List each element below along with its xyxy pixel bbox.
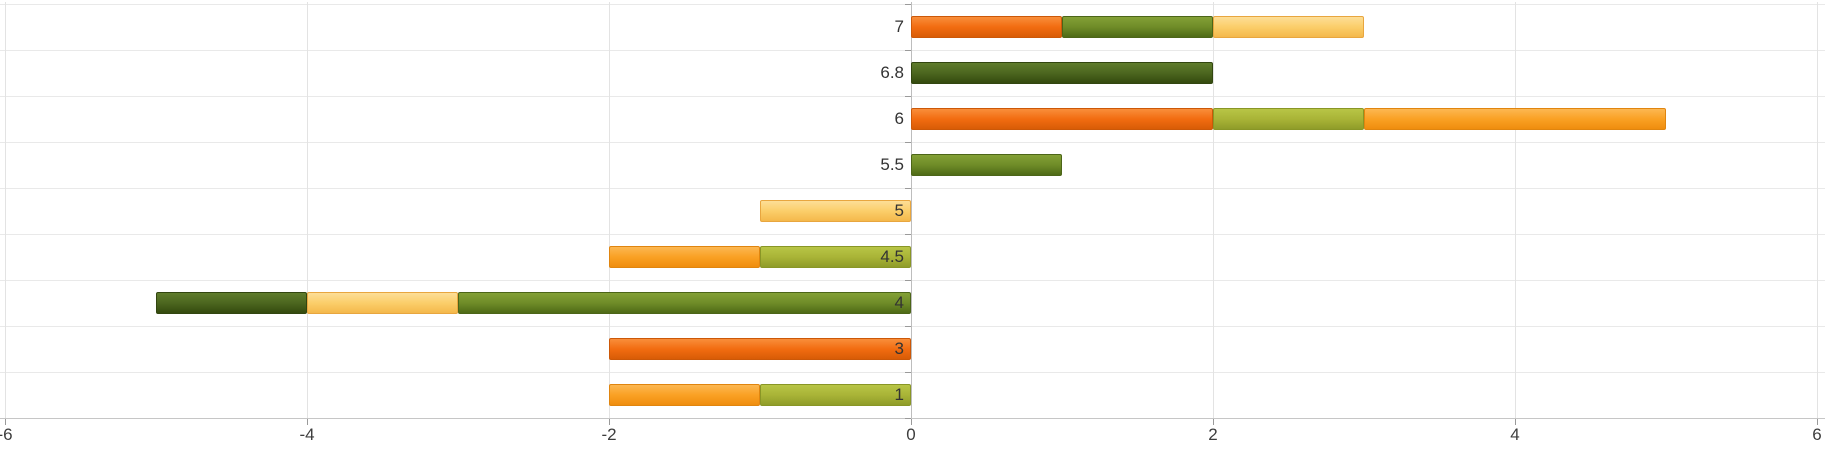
x-tick-label: 4 <box>1510 425 1520 444</box>
y-axis-tick-mark <box>905 280 911 281</box>
gridline-horizontal <box>0 96 1825 97</box>
x-axis-tick-mark <box>1515 418 1516 425</box>
bar-segment-6-yellow-green[interactable] <box>1213 108 1364 130</box>
y-axis-tick-mark <box>905 4 911 5</box>
gridline-horizontal <box>0 188 1825 189</box>
gridline-vertical <box>609 2 610 418</box>
bar-segment-6.8-dark-green[interactable] <box>911 62 1213 84</box>
y-axis-tick-mark <box>905 372 911 373</box>
gridline-vertical <box>1515 2 1516 418</box>
bar-segment-5.5-olive-green[interactable] <box>911 154 1062 176</box>
bar-segment-7-orange-red[interactable] <box>911 16 1062 38</box>
bottom-divider-line <box>0 447 1825 450</box>
category-label: 6 <box>894 109 904 128</box>
x-tick-label: -2 <box>601 425 617 444</box>
bar-segment-4-light-yellow[interactable] <box>307 292 458 314</box>
y-axis-tick-mark <box>905 188 911 189</box>
x-axis-baseline <box>0 418 1825 419</box>
x-tick-label: 2 <box>1208 425 1218 444</box>
x-tick-label: 6 <box>1812 425 1822 444</box>
category-label: 5.5 <box>880 155 904 174</box>
gridline-horizontal <box>0 142 1825 143</box>
gridline-vertical <box>307 2 308 418</box>
x-tick-label: 0 <box>906 425 916 444</box>
y-axis-tick-mark <box>905 96 911 97</box>
x-axis-tick-mark <box>609 418 610 425</box>
bar-segment-4-olive-green[interactable] <box>458 292 911 314</box>
category-label: 7 <box>894 17 904 36</box>
gridline-horizontal <box>0 50 1825 51</box>
x-tick-label: -4 <box>299 425 315 444</box>
bar-segment-6-orange-red[interactable] <box>911 108 1213 130</box>
gridline-vertical <box>1817 2 1818 418</box>
category-label: 5 <box>894 201 904 220</box>
y-axis-tick-mark <box>905 234 911 235</box>
bar-segment-4.5-yellow-green[interactable] <box>760 246 911 268</box>
bar-segment-1-yellow-green[interactable] <box>760 384 911 406</box>
bar-segment-6-light-orange[interactable] <box>1364 108 1666 130</box>
category-label: 4.5 <box>880 247 904 266</box>
y-axis-tick-mark <box>905 142 911 143</box>
bar-segment-5-light-yellow[interactable] <box>760 200 911 222</box>
bar-segment-7-light-yellow[interactable] <box>1213 16 1364 38</box>
gridline-vertical <box>1213 2 1214 418</box>
y-axis-tick-mark <box>905 326 911 327</box>
gridline-horizontal <box>0 234 1825 235</box>
category-label: 1 <box>894 385 904 404</box>
gridline-horizontal <box>0 4 1825 5</box>
x-axis-tick-mark <box>1213 418 1214 425</box>
y-axis-tick-mark <box>905 50 911 51</box>
category-label: 4 <box>894 293 904 312</box>
bar-segment-3-orange-red[interactable] <box>609 338 911 360</box>
category-label: 3 <box>894 339 904 358</box>
gridline-vertical <box>5 2 6 418</box>
category-label: 6.8 <box>880 63 904 82</box>
x-axis-tick-mark <box>1817 418 1818 425</box>
bar-segment-4.5-light-orange[interactable] <box>609 246 760 268</box>
gridline-horizontal <box>0 372 1825 373</box>
y-axis-tick-mark <box>905 418 911 419</box>
gridline-horizontal <box>0 280 1825 281</box>
zero-axis-line <box>911 2 912 418</box>
x-tick-label: -6 <box>0 425 13 444</box>
x-axis-tick-mark <box>5 418 6 425</box>
bar-segment-1-light-orange[interactable] <box>609 384 760 406</box>
x-axis-tick-mark <box>911 418 912 425</box>
bar-segment-4-dark-green[interactable] <box>156 292 307 314</box>
gridline-horizontal <box>0 326 1825 327</box>
x-axis-tick-mark <box>307 418 308 425</box>
bar-segment-7-olive-green[interactable] <box>1062 16 1213 38</box>
